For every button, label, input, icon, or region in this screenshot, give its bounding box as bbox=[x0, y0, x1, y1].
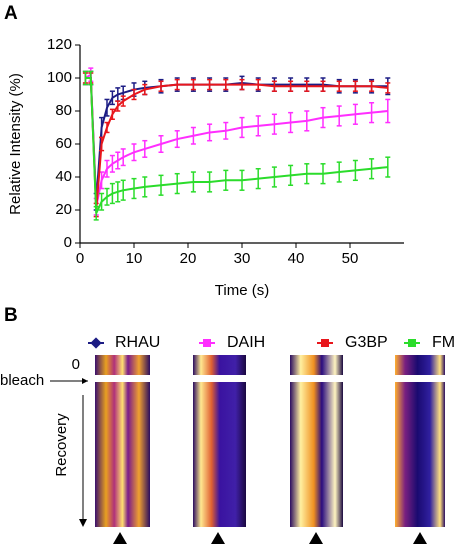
label-recovery: Recovery bbox=[53, 413, 70, 477]
kymo-recovery bbox=[193, 382, 246, 527]
legend: RHAU DAIH G3BP FMRP bbox=[88, 334, 456, 351]
y-tick-label: 20 bbox=[55, 201, 72, 218]
y-tick-label: 120 bbox=[47, 36, 72, 53]
kymo-recovery bbox=[290, 382, 343, 527]
x-tick-label: 10 bbox=[126, 250, 143, 267]
marker-triangle bbox=[211, 532, 225, 544]
legend-marker bbox=[408, 339, 416, 347]
kymo-recovery bbox=[395, 382, 445, 527]
recovery-arrowhead bbox=[79, 519, 87, 527]
legend-label: FMRP bbox=[432, 334, 456, 351]
kymo-prebleach bbox=[193, 355, 246, 375]
marker-triangle bbox=[113, 532, 127, 544]
marker-triangle bbox=[309, 532, 323, 544]
kymo-prebleach bbox=[290, 355, 343, 375]
legend-label: G3BP bbox=[345, 334, 388, 351]
series-line bbox=[84, 72, 388, 207]
legend-label: DAIH bbox=[227, 334, 265, 351]
legend-marker bbox=[203, 339, 211, 347]
kymo-prebleach bbox=[395, 355, 445, 375]
label-bleach: bleach bbox=[0, 372, 44, 389]
x-tick-label: 50 bbox=[342, 250, 359, 267]
kymo-prebleach bbox=[95, 355, 150, 375]
marker-triangle bbox=[413, 532, 427, 544]
panel-label: B bbox=[4, 305, 18, 326]
x-tick-label: 30 bbox=[234, 250, 251, 267]
series-line bbox=[85, 77, 388, 214]
panel-label: A bbox=[4, 3, 18, 24]
x-axis-label: Time (s) bbox=[215, 282, 269, 299]
label-zero: 0 bbox=[72, 356, 80, 373]
x-tick-label: 0 bbox=[76, 250, 84, 267]
x-tick-label: 40 bbox=[288, 250, 305, 267]
x-tick-label: 20 bbox=[180, 250, 197, 267]
kymo-recovery bbox=[95, 382, 150, 527]
legend-marker bbox=[90, 337, 102, 349]
y-tick-label: 100 bbox=[47, 69, 72, 86]
y-tick-label: 0 bbox=[64, 234, 72, 251]
y-tick-label: 40 bbox=[55, 168, 72, 185]
series-line bbox=[85, 77, 388, 211]
legend-marker bbox=[321, 339, 329, 347]
y-tick-label: 80 bbox=[55, 102, 72, 119]
y-axis-label: Relative Intensity (%) bbox=[7, 73, 24, 215]
bleach-arrowhead bbox=[82, 378, 88, 384]
y-tick-label: 60 bbox=[55, 135, 72, 152]
legend-label: RHAU bbox=[115, 334, 160, 351]
kymographs bbox=[95, 355, 445, 527]
